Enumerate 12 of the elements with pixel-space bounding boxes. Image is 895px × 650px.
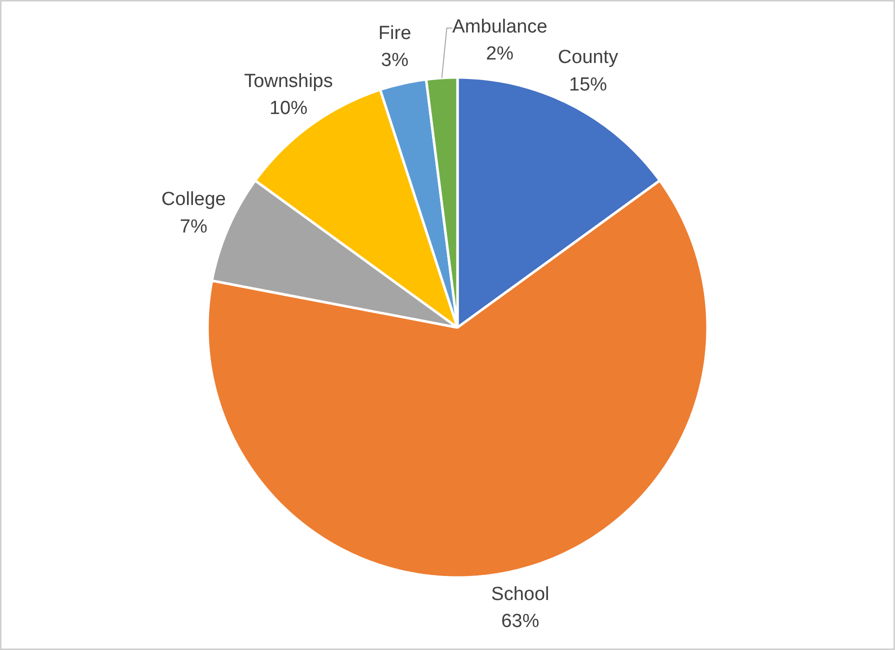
data-label: 3% — [381, 50, 409, 72]
slice-label: School — [491, 584, 550, 605]
data-label: 10% — [270, 98, 308, 120]
slice-label: Fire — [378, 22, 412, 44]
slice-label: County — [558, 47, 619, 68]
data-label: 63% — [501, 611, 540, 632]
slice-label: Ambulance — [452, 16, 548, 38]
slice-label: Townships — [244, 70, 333, 92]
slice-label: College — [161, 189, 226, 210]
data-label: 2% — [486, 44, 514, 65]
data-label: 15% — [569, 74, 608, 96]
data-label: 7% — [180, 216, 208, 238]
